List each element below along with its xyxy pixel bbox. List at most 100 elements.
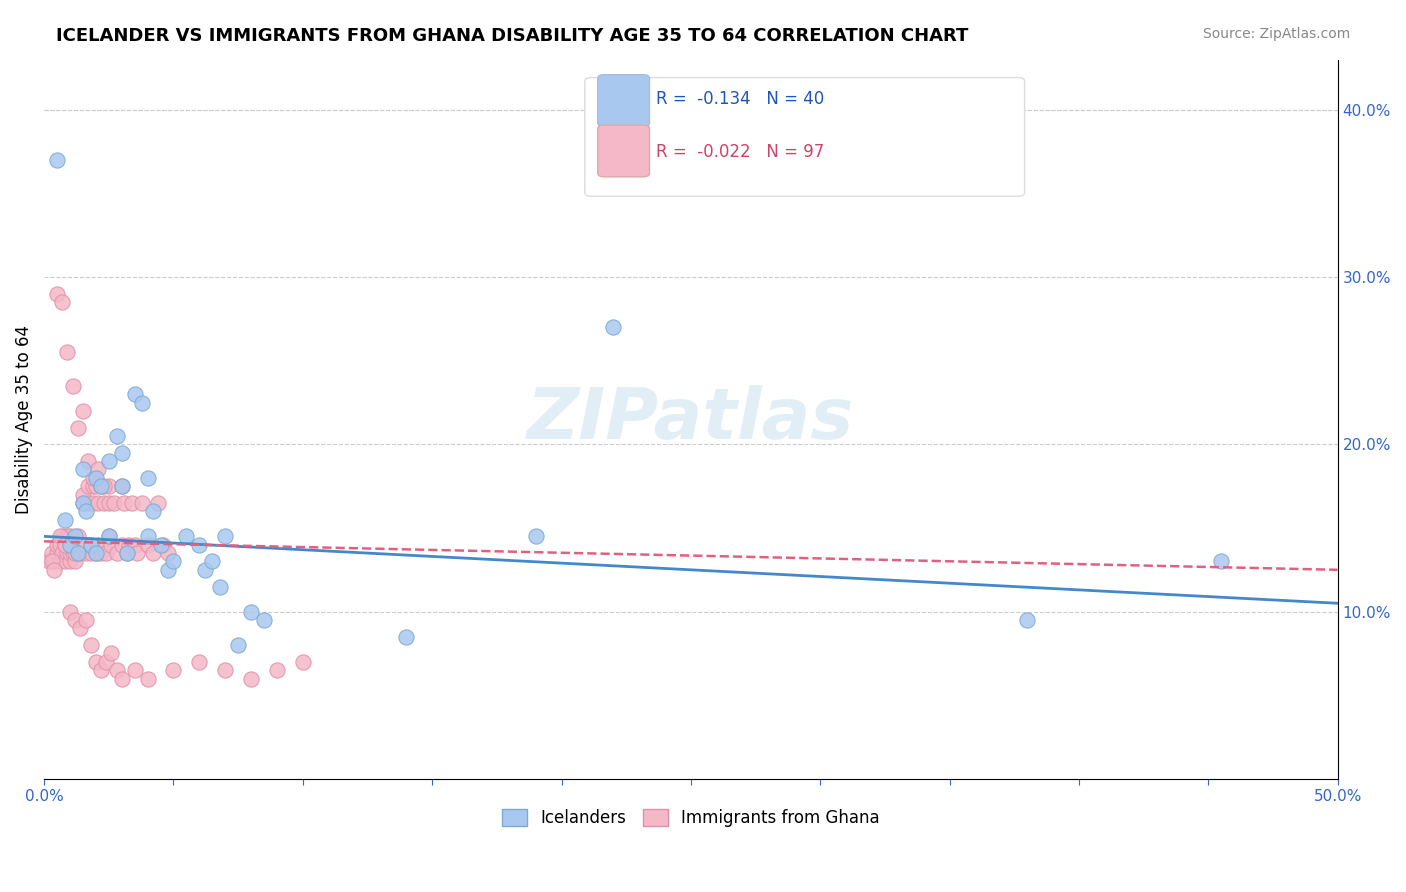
Point: [63, 546, 86, 560]
Point: [72, 487, 94, 501]
Point: [77, 479, 100, 493]
Point: [201, 554, 224, 568]
Point: [48, 538, 70, 552]
Point: [118, 538, 141, 552]
Point: [75, 546, 97, 560]
Point: [121, 496, 143, 510]
Point: [82, 471, 104, 485]
Point: [63, 529, 86, 543]
Point: [63, 613, 86, 627]
Text: Source: ZipAtlas.com: Source: ZipAtlas.com: [1202, 27, 1350, 41]
Point: [136, 672, 159, 686]
Point: [162, 663, 184, 677]
Point: [66, 538, 89, 552]
Point: [72, 404, 94, 418]
Point: [87, 538, 110, 552]
Point: [69, 538, 91, 552]
Point: [188, 538, 211, 552]
Point: [59, 529, 82, 543]
Point: [127, 546, 149, 560]
Point: [266, 663, 288, 677]
Point: [97, 454, 120, 468]
Point: [1017, 613, 1039, 627]
Point: [136, 538, 159, 552]
Point: [97, 529, 120, 543]
Point: [105, 546, 128, 560]
Point: [112, 496, 135, 510]
Point: [84, 546, 107, 560]
Point: [93, 538, 115, 552]
Point: [84, 479, 107, 493]
FancyBboxPatch shape: [598, 75, 650, 127]
Point: [124, 387, 146, 401]
Point: [59, 605, 82, 619]
Point: [79, 638, 101, 652]
Point: [84, 546, 107, 560]
Point: [157, 546, 180, 560]
Point: [111, 446, 134, 460]
Point: [69, 546, 91, 560]
Point: [75, 538, 97, 552]
Point: [46, 153, 69, 167]
Point: [96, 546, 118, 560]
Point: [142, 546, 165, 560]
Point: [56, 345, 79, 359]
Point: [1211, 554, 1233, 568]
Point: [115, 546, 138, 560]
Point: [149, 538, 172, 552]
Point: [72, 496, 94, 510]
Point: [84, 471, 107, 485]
Point: [87, 496, 110, 510]
Point: [56, 546, 79, 560]
Point: [77, 496, 100, 510]
Point: [69, 621, 91, 635]
Point: [72, 496, 94, 510]
Point: [136, 529, 159, 543]
Point: [97, 529, 120, 543]
Point: [131, 395, 153, 409]
Point: [77, 454, 100, 468]
Point: [46, 538, 69, 552]
Legend: Icelanders, Immigrants from Ghana: Icelanders, Immigrants from Ghana: [494, 800, 889, 835]
Point: [97, 479, 120, 493]
Point: [93, 479, 115, 493]
Point: [105, 663, 128, 677]
Point: [79, 538, 101, 552]
Point: [103, 496, 125, 510]
Point: [53, 513, 76, 527]
Point: [62, 546, 84, 560]
Point: [79, 546, 101, 560]
Point: [90, 479, 112, 493]
Point: [62, 379, 84, 393]
Point: [176, 529, 198, 543]
Point: [124, 663, 146, 677]
Point: [240, 672, 263, 686]
Text: ZIPatlas: ZIPatlas: [527, 384, 855, 454]
Point: [188, 655, 211, 669]
Point: [82, 479, 104, 493]
Point: [53, 538, 76, 552]
Point: [162, 554, 184, 568]
Y-axis label: Disability Age 35 to 64: Disability Age 35 to 64: [15, 325, 32, 514]
FancyBboxPatch shape: [598, 125, 650, 177]
Point: [59, 546, 82, 560]
Point: [193, 563, 215, 577]
Point: [75, 613, 97, 627]
Point: [56, 529, 79, 543]
Point: [46, 546, 69, 560]
Point: [59, 538, 82, 552]
FancyBboxPatch shape: [585, 78, 1025, 196]
Point: [51, 546, 73, 560]
Point: [100, 538, 122, 552]
Point: [524, 529, 547, 543]
Point: [100, 647, 122, 661]
Point: [90, 546, 112, 560]
Point: [53, 554, 76, 568]
Point: [41, 546, 63, 560]
Point: [157, 563, 180, 577]
Point: [93, 496, 115, 510]
Point: [72, 462, 94, 476]
Point: [142, 504, 165, 518]
Point: [214, 663, 236, 677]
Point: [44, 563, 66, 577]
